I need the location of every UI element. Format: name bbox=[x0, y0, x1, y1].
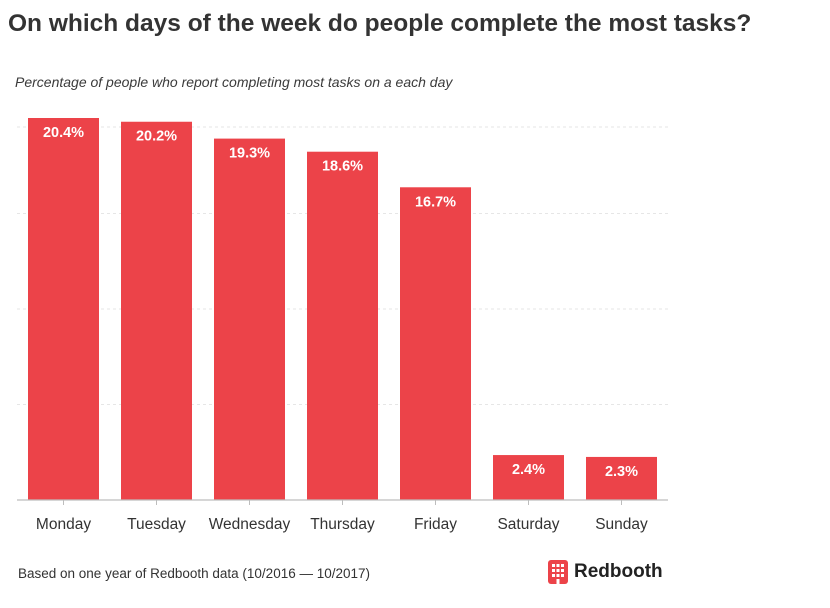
data-label-saturday: 2.4% bbox=[512, 462, 545, 478]
bar-friday bbox=[400, 187, 471, 501]
bar-sunday bbox=[586, 456, 657, 500]
bar-saturday bbox=[493, 455, 564, 500]
data-label-thursday: 18.6% bbox=[322, 159, 363, 175]
tick-label-wednesday: Wednesday bbox=[209, 516, 291, 533]
brand-logo: Redbooth bbox=[548, 560, 663, 584]
data-label-tuesday: 20.2% bbox=[136, 129, 177, 145]
bar-tuesday bbox=[121, 121, 192, 501]
tick-label-friday: Friday bbox=[414, 516, 457, 533]
data-label-wednesday: 19.3% bbox=[229, 146, 270, 162]
brand-name: Redbooth bbox=[574, 561, 663, 582]
tick-label-sunday: Sunday bbox=[595, 516, 648, 533]
bar-wednesday bbox=[214, 138, 285, 501]
bar-thursday bbox=[307, 151, 378, 501]
data-label-sunday: 2.3% bbox=[605, 464, 638, 480]
tick-label-saturday: Saturday bbox=[497, 516, 559, 533]
source-note: Based on one year of Redbooth data (10/2… bbox=[18, 566, 371, 581]
tick-label-thursday: Thursday bbox=[310, 516, 375, 533]
bar-monday bbox=[28, 118, 99, 500]
chart-subtitle: Percentage of people who report completi… bbox=[15, 74, 453, 90]
data-label-monday: 20.4% bbox=[43, 125, 84, 141]
redbooth-logo-icon bbox=[548, 560, 568, 584]
tick-label-tuesday: Tuesday bbox=[127, 516, 186, 533]
chart-title: On which days of the week do people comp… bbox=[8, 10, 752, 37]
tick-label-monday: Monday bbox=[36, 516, 91, 533]
data-label-friday: 16.7% bbox=[415, 194, 456, 210]
